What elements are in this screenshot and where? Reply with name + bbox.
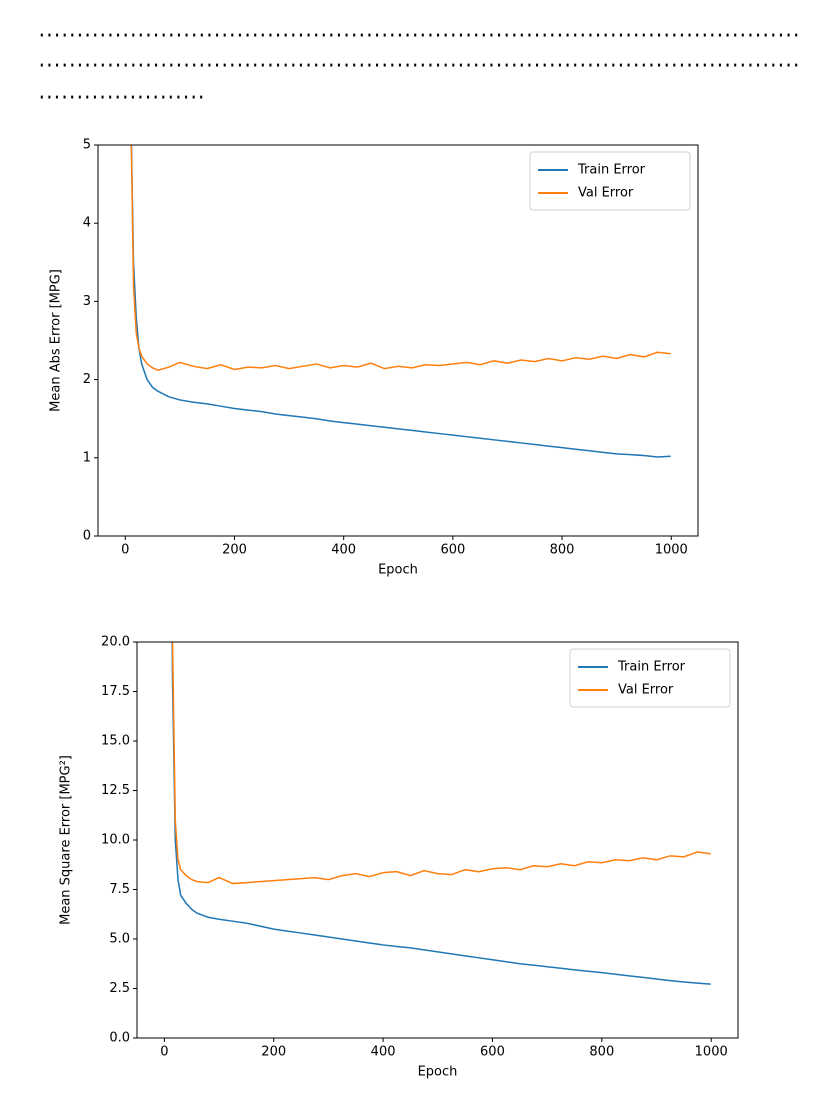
x-tick-label: 1000 <box>655 543 688 558</box>
y-tick-label: 4 <box>83 216 91 231</box>
y-tick-label: 0.0 <box>109 1031 130 1046</box>
series-line <box>130 145 671 372</box>
x-tick-label: 800 <box>589 1045 614 1060</box>
legend-box <box>569 648 731 708</box>
y-axis-label: Mean Square Error [MPG²] <box>59 755 74 925</box>
legend-box <box>529 151 691 211</box>
y-tick-label: 1 <box>83 450 91 465</box>
legend-label: Val Error <box>618 683 674 698</box>
legend-label: Val Error <box>578 186 634 201</box>
progress-line: ...................... <box>38 84 205 103</box>
y-axis-label: Mean Abs Error [MPG] <box>49 269 64 412</box>
x-tick-label: 600 <box>440 543 465 558</box>
x-tick-label: 800 <box>550 543 575 558</box>
progress-line: ........................................… <box>38 52 800 71</box>
series-line <box>171 642 711 985</box>
x-tick-label: 0 <box>121 543 129 558</box>
y-tick-label: 12.5 <box>101 783 130 798</box>
y-tick-label: 17.5 <box>101 684 130 699</box>
x-tick-label: 400 <box>371 1045 396 1060</box>
x-tick-label: 1000 <box>695 1045 728 1060</box>
x-tick-label: 400 <box>331 543 356 558</box>
x-tick-label: 200 <box>261 1045 286 1060</box>
y-tick-label: 5 <box>83 138 91 153</box>
x-tick-label: 600 <box>480 1045 505 1060</box>
y-tick-label: 2.5 <box>109 981 130 996</box>
x-tick-label: 0 <box>160 1045 168 1060</box>
axes-frame <box>97 144 699 537</box>
x-axis-label: Epoch <box>418 1065 458 1080</box>
legend-label: Train Error <box>617 660 686 675</box>
y-tick-label: 3 <box>83 294 91 309</box>
series-line <box>171 642 711 885</box>
series-line <box>130 145 671 458</box>
legend-label: Train Error <box>577 163 646 178</box>
y-tick-label: 7.5 <box>109 882 130 897</box>
y-tick-label: 5.0 <box>109 932 130 947</box>
plot-area <box>130 145 671 458</box>
y-tick-label: 20.0 <box>101 635 130 650</box>
y-tick-label: 10.0 <box>101 833 130 848</box>
plot-area <box>171 642 711 985</box>
progress-line: ........................................… <box>38 22 800 41</box>
y-tick-label: 15.0 <box>101 734 130 749</box>
x-tick-label: 200 <box>222 543 247 558</box>
x-axis-label: Epoch <box>378 563 418 578</box>
y-tick-label: 0 <box>83 529 91 544</box>
y-tick-label: 2 <box>83 372 91 387</box>
